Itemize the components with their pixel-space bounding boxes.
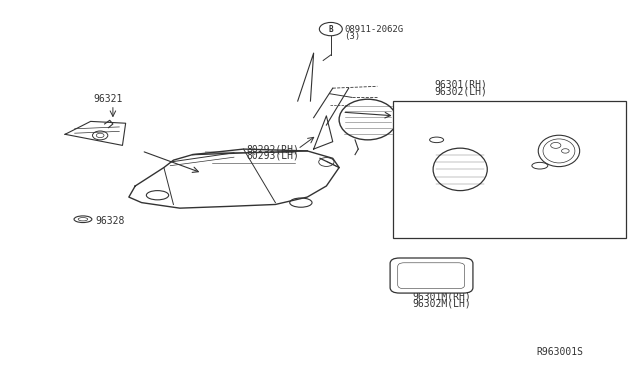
Text: 96302(LH): 96302(LH) xyxy=(435,86,488,96)
Polygon shape xyxy=(314,116,333,149)
Polygon shape xyxy=(65,121,125,145)
Text: 96366M(LH): 96366M(LH) xyxy=(516,182,570,191)
Text: R963001S: R963001S xyxy=(537,347,584,357)
Text: 80292(RH): 80292(RH) xyxy=(246,144,300,154)
Polygon shape xyxy=(129,149,339,208)
Text: 08911-2062G: 08911-2062G xyxy=(344,25,403,33)
Text: 96365M(RH): 96365M(RH) xyxy=(516,176,570,185)
Text: 80293(LH): 80293(LH) xyxy=(246,150,300,160)
Text: B: B xyxy=(328,25,333,33)
Text: 96301M(RH): 96301M(RH) xyxy=(412,292,471,302)
Bar xyxy=(394,101,626,238)
Polygon shape xyxy=(298,53,314,101)
Text: 96301(RH): 96301(RH) xyxy=(435,80,488,89)
Text: 96302M(LH): 96302M(LH) xyxy=(412,298,471,308)
Text: (3): (3) xyxy=(344,32,360,41)
FancyBboxPatch shape xyxy=(397,263,465,289)
Text: 96321: 96321 xyxy=(94,94,123,104)
FancyBboxPatch shape xyxy=(390,258,473,293)
Text: 96328: 96328 xyxy=(96,216,125,226)
